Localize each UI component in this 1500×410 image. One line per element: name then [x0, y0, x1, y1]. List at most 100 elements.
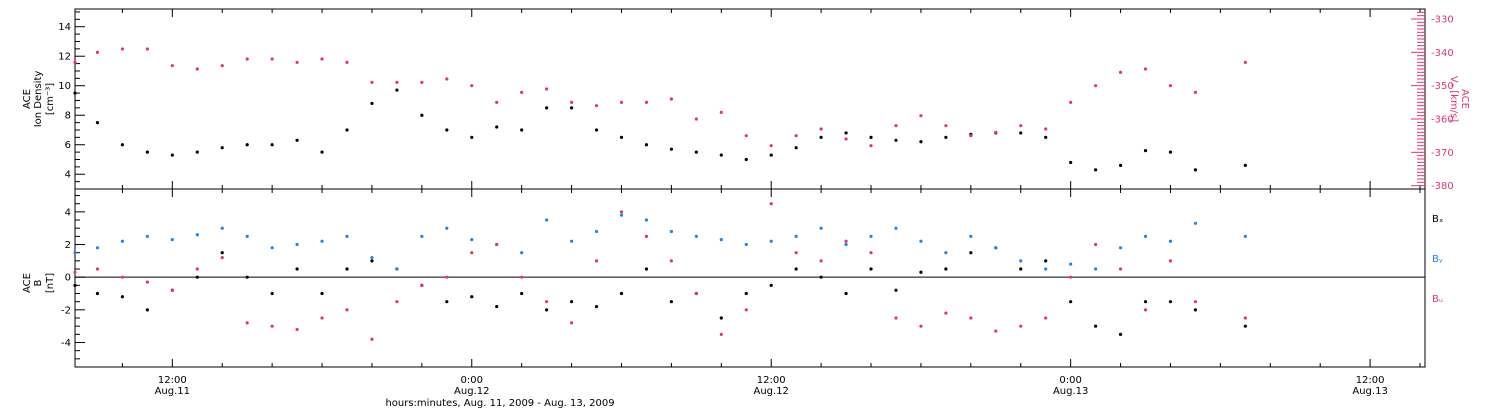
ion-density-point	[1168, 150, 1173, 154]
bx-point	[470, 295, 474, 299]
by-point	[345, 234, 349, 238]
vx-point	[295, 60, 299, 64]
bz-point	[345, 308, 349, 312]
ion-density-point	[545, 106, 549, 110]
bz-point	[270, 324, 274, 328]
ion-density-point	[919, 140, 923, 144]
bx-point	[1118, 332, 1123, 336]
y-tick-label: 8	[65, 111, 71, 122]
bx-point	[495, 304, 499, 309]
vx-point	[170, 64, 174, 68]
bx-point	[370, 259, 374, 263]
bz-point	[569, 321, 574, 325]
top-right-label-line2: Vₓ [km/s]	[1448, 76, 1459, 122]
bx-point	[719, 316, 723, 320]
bottom-left-label-line1: ACE	[22, 273, 33, 293]
y-tick-label: 4	[65, 207, 71, 218]
vx-point	[1193, 90, 1198, 94]
ion-density-point	[420, 113, 424, 117]
bz-point	[73, 270, 77, 274]
bz-point	[1143, 308, 1148, 312]
y-tick-label: 14	[58, 22, 71, 33]
legend-bz: Bᵤ	[1432, 294, 1443, 305]
vx-point	[495, 100, 499, 104]
bx-point	[744, 291, 748, 296]
by-point	[844, 242, 848, 247]
bz-point	[1193, 300, 1198, 304]
bx-point	[844, 291, 848, 296]
vx-point	[769, 144, 773, 148]
ion-density-point	[669, 147, 673, 151]
x-tick-date-label: Aug.12	[753, 386, 788, 397]
bx-point	[195, 275, 199, 279]
by-point	[969, 234, 973, 238]
by-point	[869, 234, 873, 238]
by-point	[395, 267, 399, 271]
bz-point	[95, 267, 100, 271]
x-tick-time-label: 12:00	[158, 375, 187, 386]
vx-point	[969, 134, 973, 138]
bz-point	[420, 283, 424, 287]
ion-density-point	[744, 157, 748, 162]
by-point	[295, 242, 299, 247]
ion-density-point	[445, 128, 449, 132]
by-point	[270, 246, 274, 250]
vx-point	[719, 110, 723, 114]
bz-point	[994, 329, 998, 333]
by-point	[819, 226, 823, 230]
vx-point	[919, 114, 923, 118]
x-tick-date-label: Aug.13	[1352, 386, 1387, 397]
bz-point	[470, 251, 474, 255]
ion-density-point	[944, 135, 948, 139]
vx-point	[1069, 100, 1073, 104]
bx-point	[1193, 308, 1198, 312]
vx-point	[195, 67, 199, 71]
ion-density-point	[345, 128, 349, 132]
bx-point	[520, 291, 524, 296]
bz-point	[969, 316, 973, 320]
bx-point	[1019, 267, 1023, 271]
ion-density-point	[569, 106, 574, 110]
vx-point	[894, 124, 898, 128]
ion-density-point	[719, 153, 723, 157]
bx-point	[969, 251, 973, 255]
vx-point	[694, 117, 698, 121]
vx-point	[470, 84, 474, 88]
bz-point	[545, 300, 549, 304]
vx-point	[370, 80, 374, 84]
bz-point	[170, 288, 174, 292]
y-tick-label: 10	[58, 81, 71, 92]
by-point	[1044, 267, 1048, 271]
vx-point	[1168, 84, 1173, 88]
by-point	[445, 226, 449, 230]
by-point	[1193, 221, 1198, 225]
vx-point	[669, 97, 673, 101]
by-point	[1243, 234, 1247, 238]
bz-point	[295, 327, 299, 332]
by-point	[520, 251, 524, 255]
bx-point	[320, 291, 324, 296]
vx-point	[270, 57, 274, 61]
bz-point	[495, 242, 499, 247]
bx-point	[1044, 259, 1048, 263]
by-point	[420, 234, 424, 238]
bz-point	[819, 259, 823, 263]
bx-point	[819, 275, 823, 279]
by-point	[1143, 234, 1148, 238]
bz-point	[1094, 242, 1098, 247]
bx-point	[919, 270, 923, 274]
bx-point	[894, 288, 898, 292]
bottom-panel-frame	[74, 188, 1426, 368]
bx-point	[794, 267, 798, 271]
bz-point	[669, 259, 673, 263]
bz-point	[145, 280, 149, 284]
ion-density-point	[245, 143, 249, 147]
y-right-tick-label: -340	[1431, 48, 1454, 59]
top-right-axis-label: ACE Vₓ [km/s]	[1448, 76, 1470, 122]
legend-by: Bᵧ	[1432, 254, 1443, 265]
vx-point	[73, 60, 77, 64]
bz-point	[869, 251, 873, 255]
ion-density-point	[844, 131, 848, 135]
marks-layer	[73, 47, 1247, 341]
bx-point	[73, 283, 77, 287]
